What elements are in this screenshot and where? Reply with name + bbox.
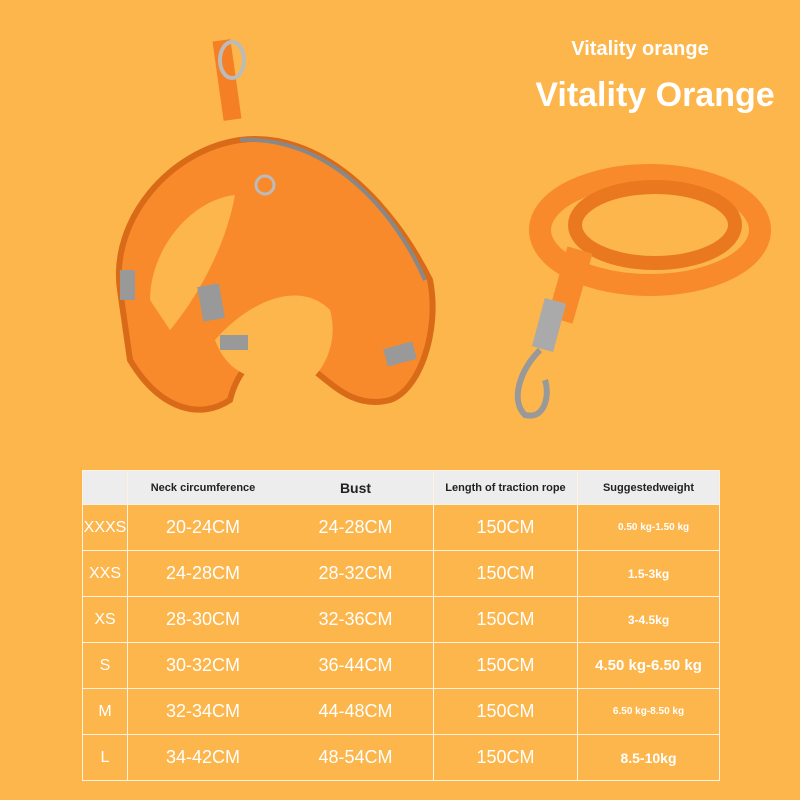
weight-cell: 3-4.5kg [577, 596, 720, 643]
rope-cell: 150CM [433, 642, 578, 689]
weight-cell: 4.50 kg-6.50 kg [577, 642, 720, 689]
rope-cell: 150CM [433, 596, 578, 643]
rope-cell: 150CM [433, 504, 578, 551]
harness-image [115, 39, 436, 413]
weight-cell: 1.5-3kg [577, 550, 720, 597]
bust-cell: 48-54CM [278, 734, 434, 781]
neck-cell: 28-30CM [127, 596, 278, 643]
table-row: L 34-42CM 48-54CM 150CM 8.5-10kg [82, 734, 720, 781]
bust-cell: 24-28CM [278, 504, 434, 551]
weight-cell: 8.5-10kg [577, 734, 720, 781]
bust-cell: 28-32CM [278, 550, 434, 597]
neck-cell: 24-28CM [127, 550, 278, 597]
rope-cell: 150CM [433, 734, 578, 781]
table-header-row: Neck circumference Bust Length of tracti… [82, 470, 720, 505]
rope-cell: 150CM [433, 688, 578, 735]
header-weight: Suggestedweight [577, 470, 720, 505]
bust-cell: 36-44CM [278, 642, 434, 689]
size-cell: S [82, 642, 128, 689]
neck-cell: 30-32CM [127, 642, 278, 689]
color-subtitle: Vitality orange [571, 38, 709, 60]
weight-cell: 6.50 kg-8.50 kg [577, 688, 720, 735]
size-cell: M [82, 688, 128, 735]
header-neck: Neck circumference [127, 470, 278, 505]
size-chart-table: Neck circumference Bust Length of tracti… [82, 470, 720, 781]
bust-cell: 32-36CM [278, 596, 434, 643]
table-row: M 32-34CM 44-48CM 150CM 6.50 kg-8.50 kg [82, 688, 720, 735]
neck-cell: 20-24CM [127, 504, 278, 551]
neck-cell: 34-42CM [127, 734, 278, 781]
table-row: XXXS 20-24CM 24-28CM 150CM 0.50 kg-1.50 … [82, 504, 720, 551]
leash-image [514, 164, 771, 419]
size-cell: XXS [82, 550, 128, 597]
product-image [115, 39, 771, 419]
table-row: S 30-32CM 36-44CM 150CM 4.50 kg-6.50 kg [82, 642, 720, 689]
color-title: Vitality Orange [535, 76, 775, 114]
size-cell: XXXS [82, 504, 128, 551]
weight-cell: 0.50 kg-1.50 kg [577, 504, 720, 551]
neck-cell: 32-34CM [127, 688, 278, 735]
table-row: XS 28-30CM 32-36CM 150CM 3-4.5kg [82, 596, 720, 643]
rope-cell: 150CM [433, 550, 578, 597]
header-bust: Bust [278, 470, 434, 505]
header-size [82, 470, 128, 505]
bust-cell: 44-48CM [278, 688, 434, 735]
table-row: XXS 24-28CM 28-32CM 150CM 1.5-3kg [82, 550, 720, 597]
size-cell: L [82, 734, 128, 781]
size-cell: XS [82, 596, 128, 643]
header-rope: Length of traction rope [433, 470, 578, 505]
